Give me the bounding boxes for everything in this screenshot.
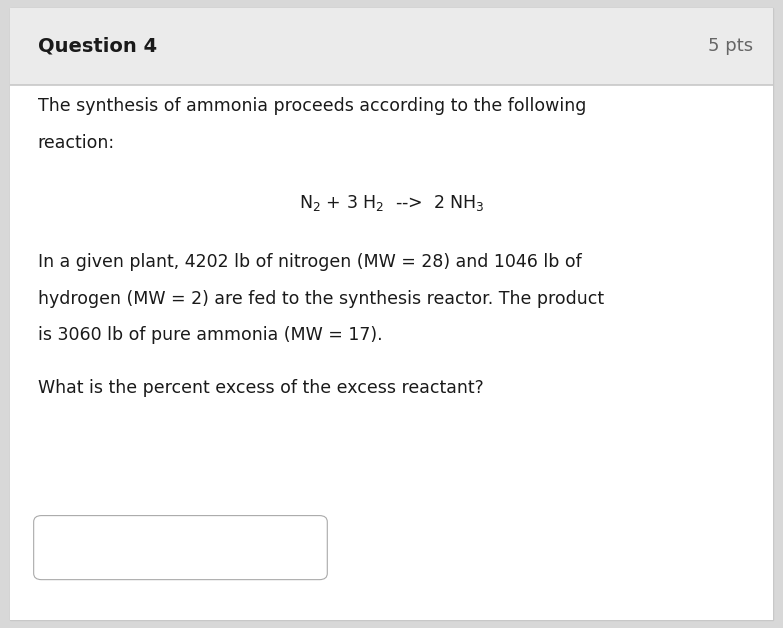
Text: hydrogen (MW = 2) are fed to the synthesis reactor. The product: hydrogen (MW = 2) are fed to the synthes… xyxy=(38,290,604,308)
Text: In a given plant, 4202 lb of nitrogen (MW = 28) and 1046 lb of: In a given plant, 4202 lb of nitrogen (M… xyxy=(38,253,581,271)
FancyBboxPatch shape xyxy=(10,8,773,85)
Text: What is the percent excess of the excess reactant?: What is the percent excess of the excess… xyxy=(38,379,483,398)
Text: 5 pts: 5 pts xyxy=(708,38,753,55)
FancyBboxPatch shape xyxy=(34,516,327,580)
FancyBboxPatch shape xyxy=(10,8,773,620)
FancyBboxPatch shape xyxy=(10,85,773,620)
Text: The synthesis of ammonia proceeds according to the following: The synthesis of ammonia proceeds accord… xyxy=(38,97,586,116)
Text: Question 4: Question 4 xyxy=(38,37,157,56)
Text: N$_2$ + 3 H$_2$  -->  2 NH$_3$: N$_2$ + 3 H$_2$ --> 2 NH$_3$ xyxy=(299,193,484,214)
Text: reaction:: reaction: xyxy=(38,134,114,152)
Text: is 3060 lb of pure ammonia (MW = 17).: is 3060 lb of pure ammonia (MW = 17). xyxy=(38,326,382,344)
